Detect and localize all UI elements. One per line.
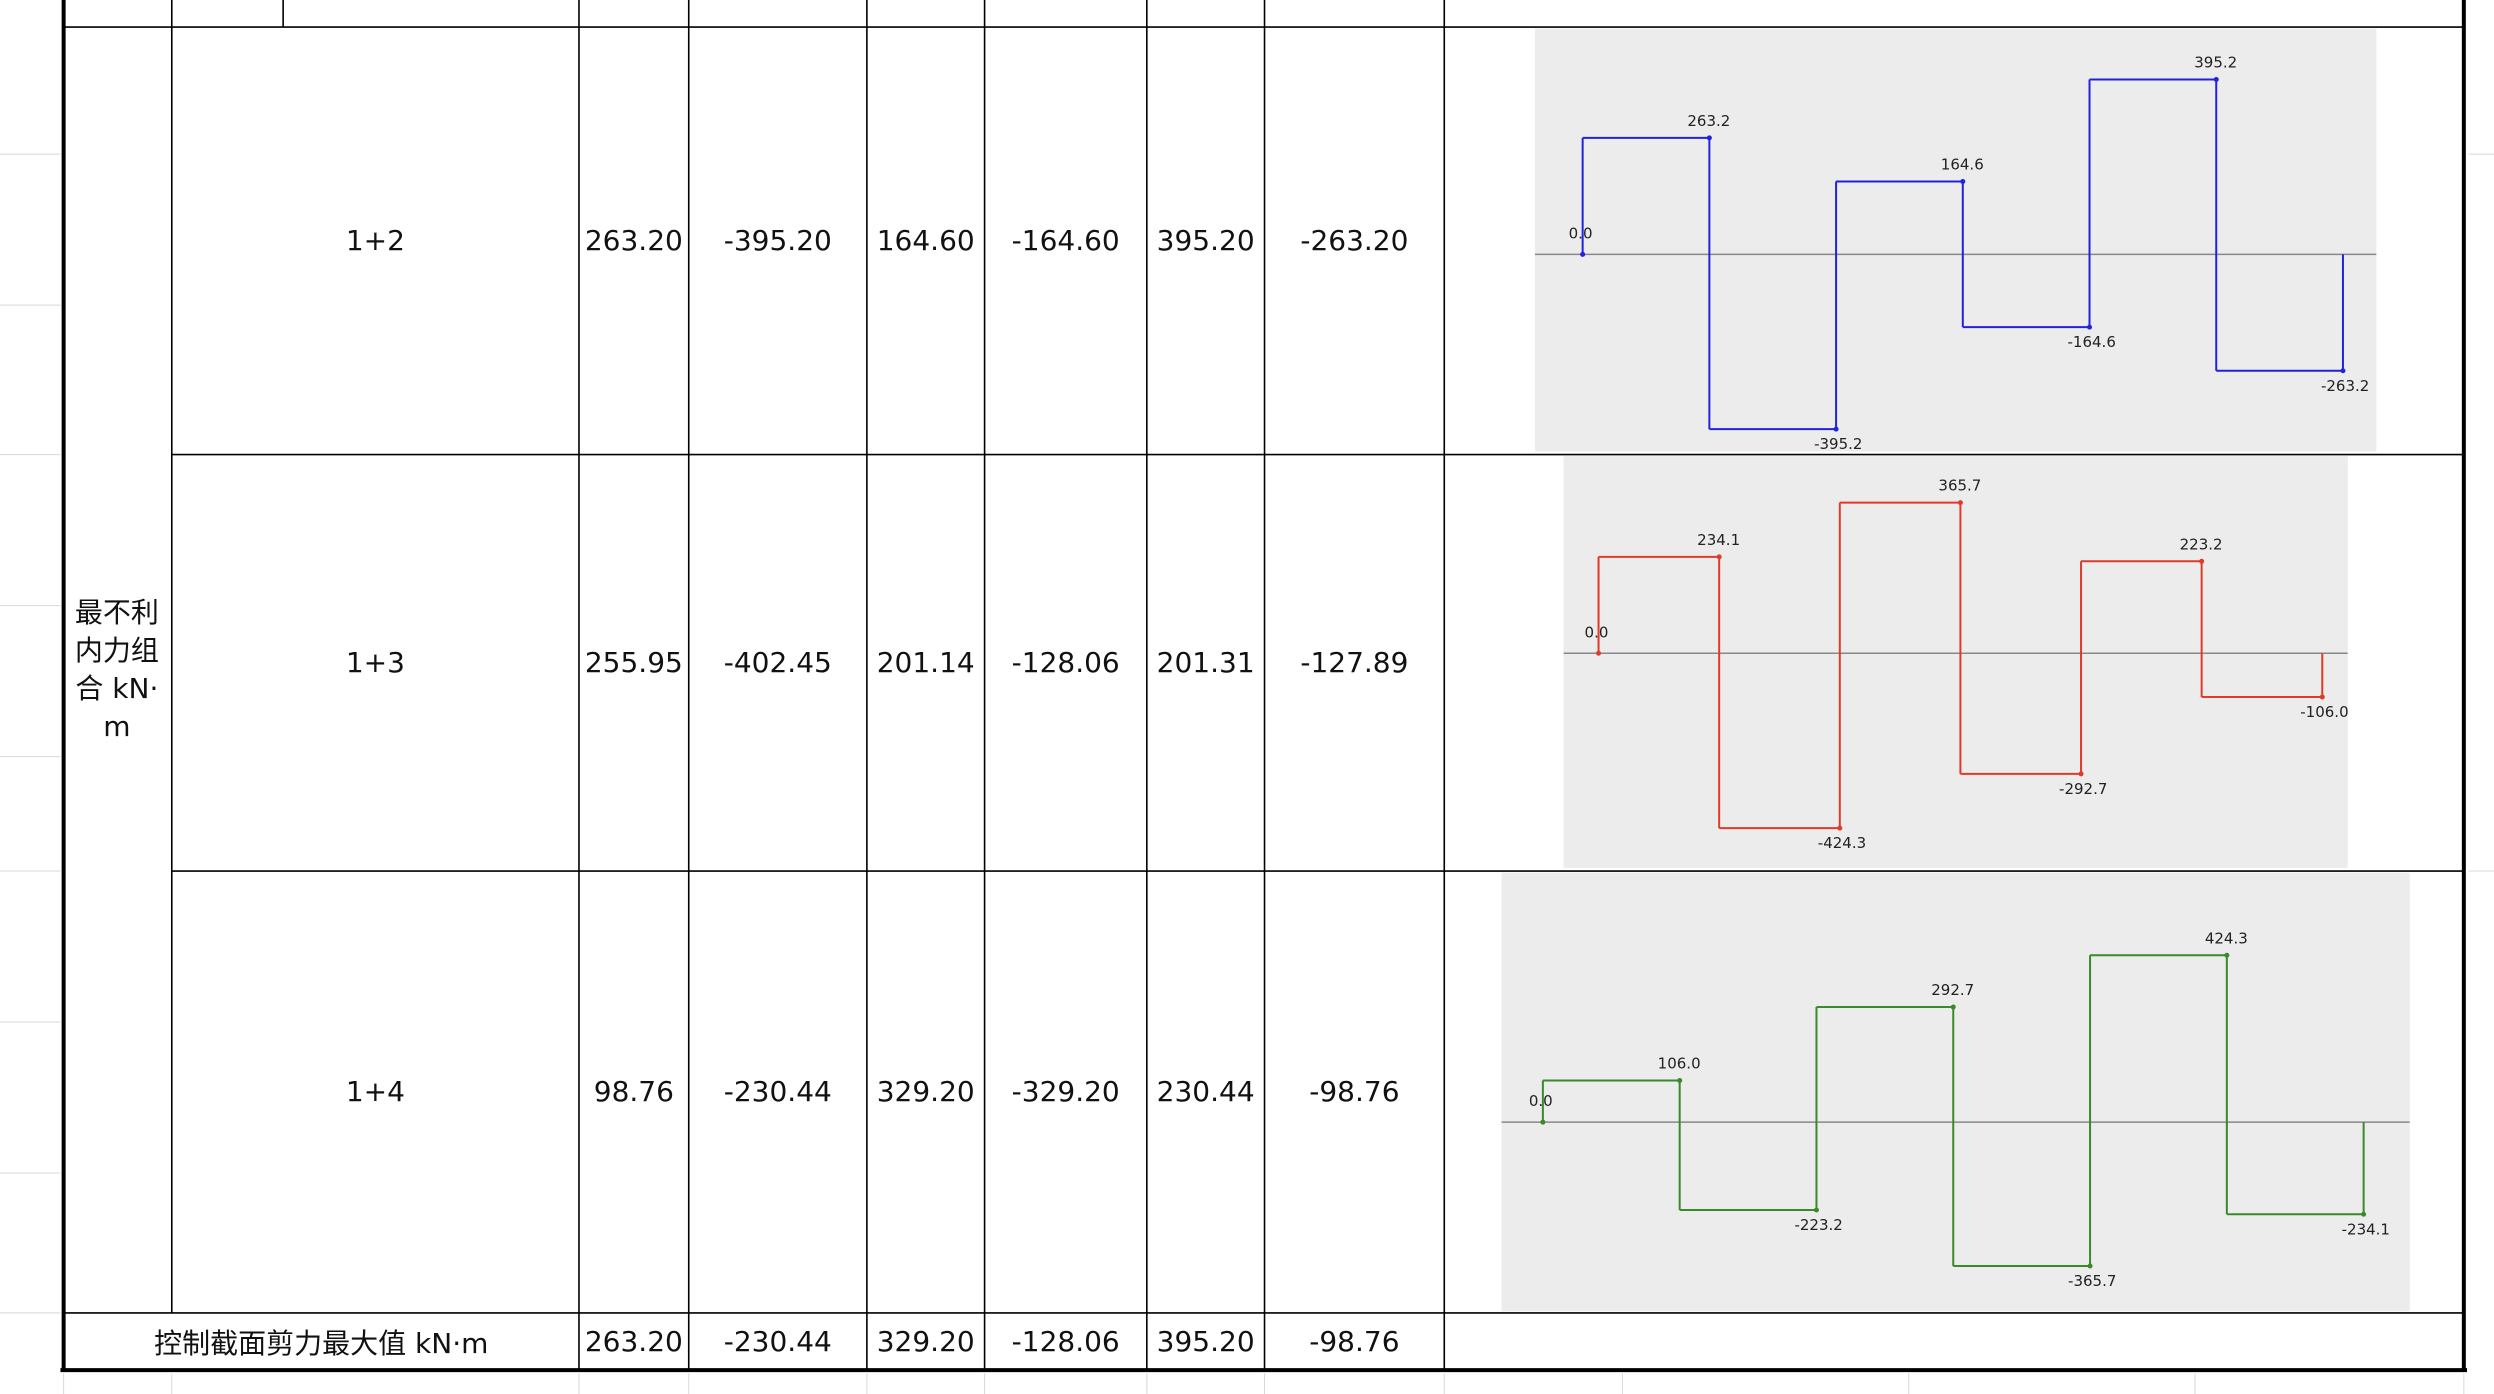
diagram-background bbox=[1501, 872, 2410, 1312]
footer-value: -230.44 bbox=[723, 1325, 832, 1359]
row-label: 1+3 bbox=[345, 646, 405, 680]
footer-value: -98.76 bbox=[1309, 1325, 1400, 1359]
footer-value: 263.20 bbox=[584, 1325, 683, 1359]
cell-value: -263.20 bbox=[1300, 224, 1409, 258]
cell-value: -98.76 bbox=[1309, 1075, 1400, 1109]
diagram-label: 292.7 bbox=[1931, 981, 1974, 999]
cell-value: 329.20 bbox=[876, 1075, 975, 1109]
diagram-label: -223.2 bbox=[1794, 1216, 1842, 1234]
diagram-label: 0.0 bbox=[1529, 1092, 1553, 1110]
diagram-background bbox=[1563, 456, 2348, 868]
diagram-label: 424.3 bbox=[2205, 929, 2248, 947]
cell-value: -402.45 bbox=[723, 646, 832, 680]
cell-value: 98.76 bbox=[593, 1075, 674, 1109]
cell-value: -230.44 bbox=[723, 1075, 832, 1109]
cell-value: 263.20 bbox=[584, 224, 683, 258]
diagram-label: -106.0 bbox=[2300, 703, 2348, 721]
cell-value: 395.20 bbox=[1156, 224, 1255, 258]
cell-value: -395.20 bbox=[723, 224, 832, 258]
diagram-label: 164.6 bbox=[1941, 155, 1984, 173]
diagram-label: 395.2 bbox=[2194, 53, 2237, 71]
diagram-label: -263.2 bbox=[2321, 377, 2369, 395]
cell-value: 201.14 bbox=[876, 646, 975, 680]
cell-value: -128.06 bbox=[1011, 646, 1120, 680]
diagram-label: -365.7 bbox=[2068, 1272, 2116, 1290]
diagram-label: 0.0 bbox=[1585, 623, 1609, 641]
diagram-label: 223.2 bbox=[2180, 535, 2223, 553]
diagram-label: -164.6 bbox=[2068, 333, 2116, 351]
footer-value: 329.20 bbox=[876, 1325, 975, 1359]
diagram-label: 106.0 bbox=[1658, 1054, 1701, 1072]
diagram-label: 0.0 bbox=[1569, 224, 1593, 242]
diagram-background bbox=[1534, 28, 2377, 452]
cell-value: 164.60 bbox=[876, 224, 975, 258]
diagram-label: -424.3 bbox=[1818, 834, 1866, 852]
cell-value: -164.60 bbox=[1011, 224, 1120, 258]
diagram-label: -292.7 bbox=[2059, 780, 2107, 798]
footer-value: 395.20 bbox=[1156, 1325, 1255, 1359]
footer-value: -128.06 bbox=[1011, 1325, 1120, 1359]
diagram-label: -395.2 bbox=[1814, 435, 1862, 453]
cell-value: 230.44 bbox=[1156, 1075, 1255, 1109]
cell-value: -329.20 bbox=[1011, 1075, 1120, 1109]
cell-value: 255.95 bbox=[584, 646, 683, 680]
row-label: 1+2 bbox=[345, 224, 405, 258]
cell-value: 201.31 bbox=[1156, 646, 1255, 680]
diagram-label: -234.1 bbox=[2342, 1220, 2390, 1238]
diagram-label: 263.2 bbox=[1687, 112, 1730, 130]
row-label: 1+4 bbox=[345, 1075, 405, 1109]
diagram-label: 365.7 bbox=[1938, 477, 1981, 495]
diagram-label: 234.1 bbox=[1697, 531, 1740, 549]
group-label: 最不利内力组合 kN·m bbox=[74, 595, 159, 743]
footer-label: 控制截面剪力最大值 kN·m bbox=[154, 1326, 489, 1360]
cell-value: -127.89 bbox=[1300, 646, 1409, 680]
